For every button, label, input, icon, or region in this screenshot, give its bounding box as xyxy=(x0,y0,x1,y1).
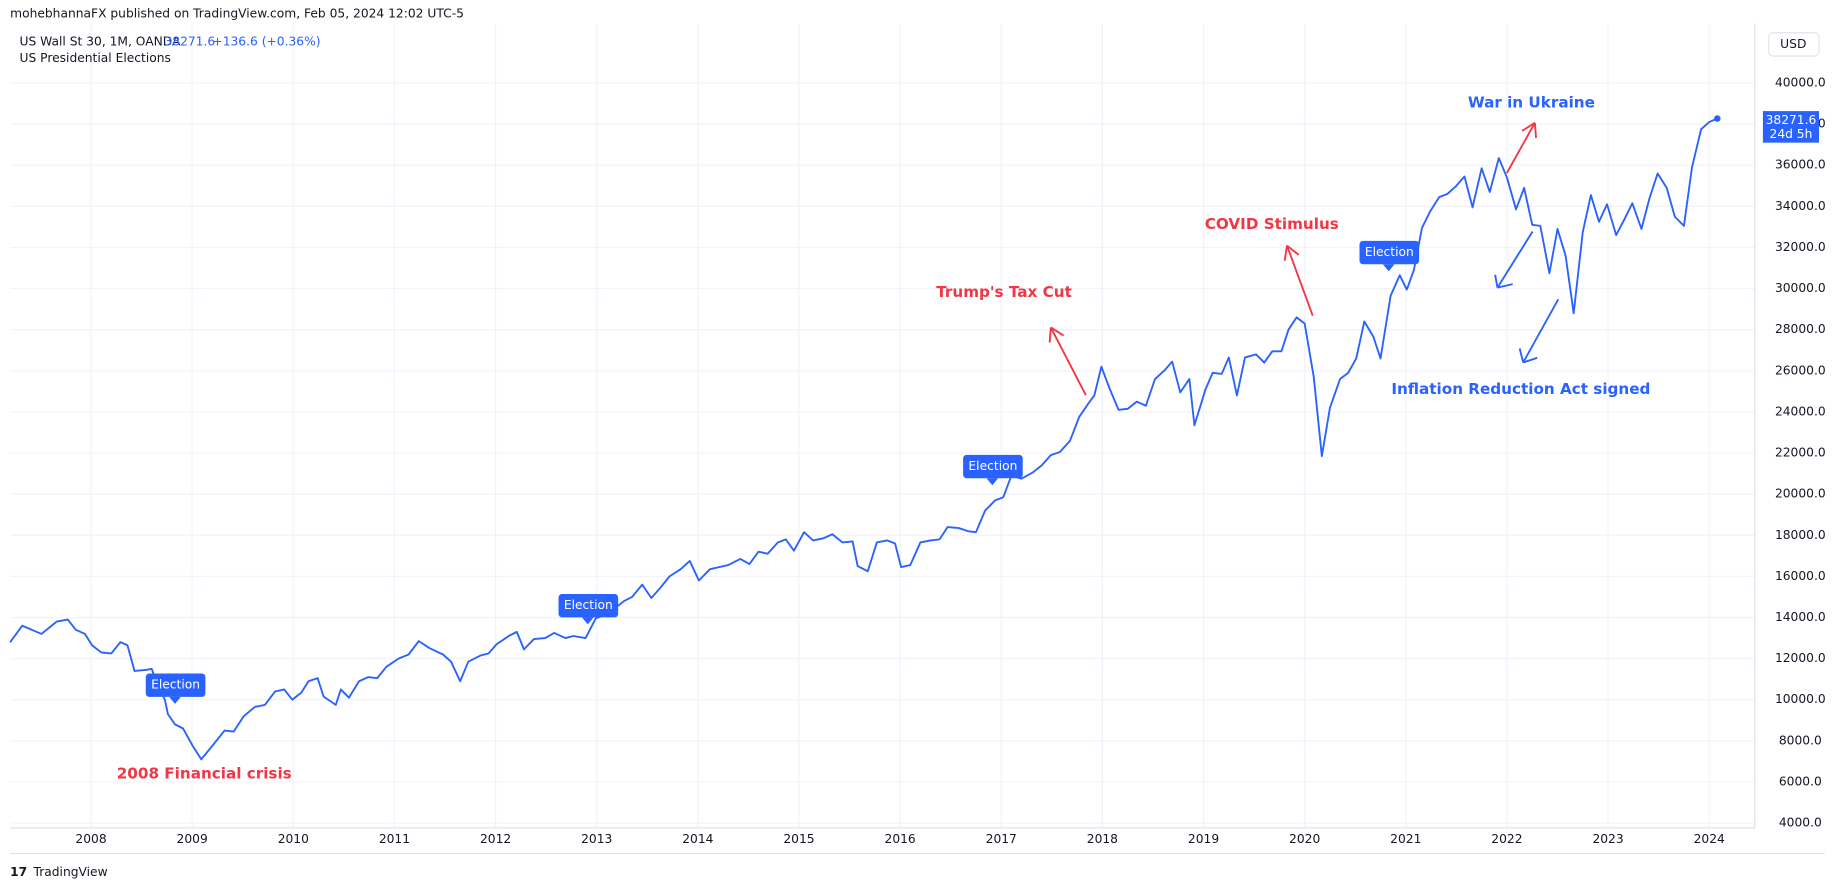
x-tick-label: 2011 xyxy=(379,832,410,846)
annotation: Trump's Tax Cut xyxy=(936,283,1072,301)
arrow xyxy=(1518,298,1560,364)
x-tick-label: 2018 xyxy=(1087,832,1118,846)
election-badge[interactable]: Election xyxy=(145,673,206,704)
arrows xyxy=(1048,121,1560,396)
y-tick-label: 6000.0 xyxy=(1779,774,1822,788)
y-tick-label: 32000.0 xyxy=(1775,240,1826,254)
price-line xyxy=(9,117,1718,761)
x-tick-label: 2024 xyxy=(1694,832,1725,846)
x-tick-label: 2008 xyxy=(75,832,106,846)
price-tag-value: 38271.6 xyxy=(1766,113,1817,127)
y-tick-label: 34000.0 xyxy=(1775,199,1826,213)
x-tick-label: 2023 xyxy=(1592,832,1623,846)
published-note: mohebhannaFX published on TradingView.co… xyxy=(10,7,464,21)
badge-label[interactable]: Election xyxy=(968,459,1017,473)
y-tick-label: 18000.0 xyxy=(1775,528,1826,542)
x-tick-label: 2009 xyxy=(177,832,208,846)
election-badge[interactable]: Election xyxy=(1359,240,1420,272)
arrow xyxy=(1494,231,1534,289)
last-point xyxy=(1714,115,1721,122)
x-tick-label: 2013 xyxy=(581,832,612,846)
x-tick-label: 2015 xyxy=(783,832,814,846)
badge-label[interactable]: Election xyxy=(1365,245,1414,259)
arrow xyxy=(1283,244,1314,317)
y-tick-label: 14000.0 xyxy=(1775,610,1826,624)
election-badge[interactable]: Election xyxy=(963,454,1023,486)
logo-mark: 𝟭𝟳 xyxy=(10,865,27,879)
y-tick-label: 8000.0 xyxy=(1779,733,1822,747)
price-change: +136.6 (+0.36%) xyxy=(212,35,320,49)
y-tick-label: 26000.0 xyxy=(1775,363,1826,377)
x-tick-label: 2012 xyxy=(480,832,511,846)
annotation: 2008 Financial crisis xyxy=(117,765,292,783)
annotation: Inflation Reduction Act signed xyxy=(1391,380,1650,398)
y-tick-label: 20000.0 xyxy=(1775,487,1826,501)
arrow xyxy=(1506,121,1537,174)
x-tick-label: 2021 xyxy=(1390,832,1421,846)
y-tick-label: 10000.0 xyxy=(1775,692,1826,706)
x-tick-label: 2017 xyxy=(986,832,1017,846)
countdown: 24d 5h xyxy=(1770,127,1813,141)
x-tick-label: 2010 xyxy=(278,832,309,846)
symbol: US Wall St 30, 1M, OANDA xyxy=(19,35,181,49)
y-tick-label: 22000.0 xyxy=(1775,446,1826,460)
annotation: War in Ukraine xyxy=(1468,93,1595,111)
brand: TradingView xyxy=(33,865,108,879)
x-tick-label: 2014 xyxy=(682,832,713,846)
y-tick-label: 12000.0 xyxy=(1775,651,1826,665)
y-tick-label: 36000.0 xyxy=(1775,158,1826,172)
last-price: 38271.6 xyxy=(164,35,215,49)
badge-label[interactable]: Election xyxy=(151,678,200,692)
y-tick-label: 16000.0 xyxy=(1775,569,1826,583)
currency[interactable]: USD xyxy=(1780,37,1806,51)
annotation: COVID Stimulus xyxy=(1205,215,1339,233)
y-tick-label: 24000.0 xyxy=(1775,404,1826,418)
x-tick-label: 2020 xyxy=(1289,832,1320,846)
y-tick-label: 28000.0 xyxy=(1775,322,1826,336)
election-badge[interactable]: Election xyxy=(558,594,619,625)
y-tick-label: 4000.0 xyxy=(1779,816,1822,830)
plot-layer: 4000.0 6000.0 8000.0 10000.0 12000.0 14000.0 1… xyxy=(9,23,1826,855)
price-tag xyxy=(1762,111,1820,143)
y-tick-label: 30000.0 xyxy=(1775,281,1826,295)
x-tick-label: 2016 xyxy=(885,832,916,846)
x-tick-label: 2019 xyxy=(1188,832,1219,846)
y-tick-label: 40000.0 xyxy=(1775,76,1826,90)
arrow xyxy=(1048,326,1087,396)
indicator-name: US Presidential Elections xyxy=(19,51,170,65)
currency-box[interactable] xyxy=(1768,32,1820,57)
badge-label[interactable]: Election xyxy=(564,598,613,612)
x-tick-label: 2022 xyxy=(1491,832,1522,846)
